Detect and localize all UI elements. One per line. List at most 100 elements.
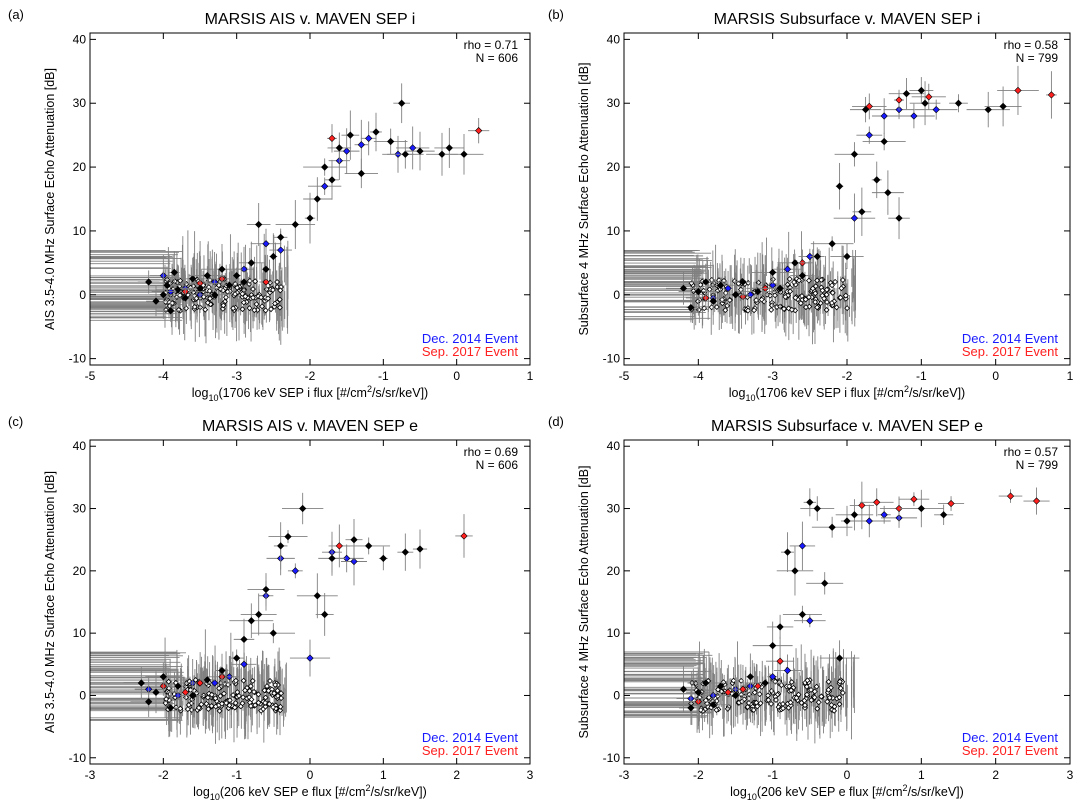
data-point <box>739 685 747 693</box>
cloud-marker <box>844 305 851 312</box>
cloud-marker <box>204 299 211 306</box>
data-point <box>746 673 754 681</box>
y-tick-label: 40 <box>607 439 621 453</box>
data-point <box>321 163 329 171</box>
cloud-marker <box>177 705 184 712</box>
data-point <box>335 542 343 550</box>
cloud-marker <box>811 688 818 695</box>
cloud-marker <box>805 294 812 301</box>
cloud-marker <box>217 693 224 700</box>
panel-title: MARSIS Subsurface v. MAVEN SEP i <box>714 11 981 28</box>
cloud-marker <box>165 678 172 685</box>
data-point <box>895 504 903 513</box>
y-tick-label: 40 <box>73 32 87 46</box>
cloud-marker <box>812 290 819 297</box>
cloud-marker <box>823 286 830 293</box>
data-point <box>932 105 940 114</box>
cloud-marker <box>216 685 222 692</box>
data-point <box>346 131 354 139</box>
cloud-marker <box>239 306 246 313</box>
x-tick-label: 1 <box>380 768 387 782</box>
legend-item: Sep. 2017 Event <box>422 344 519 359</box>
cloud-marker <box>258 294 265 301</box>
data-point <box>398 99 406 107</box>
x-tick-label: -3 <box>619 768 630 782</box>
cloud-marker <box>252 278 259 285</box>
data-point <box>754 287 762 296</box>
cloud-marker <box>828 299 835 306</box>
cloud-marker <box>751 307 758 314</box>
series-other <box>137 83 484 322</box>
data-point <box>137 679 145 687</box>
cloud-marker <box>221 690 227 697</box>
x-axis-label: log10(206 keV SEP e flux [#/cm2/s/sr/keV… <box>193 783 427 802</box>
cloud-marker <box>802 304 809 311</box>
x-tick-label: -2 <box>305 369 316 383</box>
cloud-marker <box>829 282 835 289</box>
cloud-marker <box>737 286 744 293</box>
x-axis-label-suffix: /s/sr/keV]) <box>372 386 428 400</box>
cloud-marker <box>713 707 720 714</box>
data-point <box>717 682 725 690</box>
cloud-marker <box>220 287 227 294</box>
data-point <box>196 679 204 687</box>
cloud-marker <box>798 293 805 300</box>
y-axis-label: Subsurface 4 MHz Surface Echo Attenuatio… <box>577 465 591 738</box>
cloud-marker <box>226 697 233 704</box>
data-point <box>776 657 784 665</box>
cloud-marker <box>705 694 712 701</box>
x-tick-label: 3 <box>1067 768 1074 782</box>
cloud-marker <box>804 691 810 698</box>
cloud-marker <box>713 304 720 311</box>
plot-frame <box>89 439 531 765</box>
x-axis-label-sup: 2 <box>366 783 371 793</box>
data-point <box>717 281 725 289</box>
cloud-marker <box>788 306 795 313</box>
data-point <box>1006 492 1015 500</box>
y-tick-label: 20 <box>607 564 621 578</box>
cloud-marker <box>247 683 254 690</box>
cloud-marker <box>735 280 742 287</box>
x-tick-label: 0 <box>453 369 460 383</box>
data-point <box>835 654 844 662</box>
data-point <box>291 220 299 229</box>
cloud-marker <box>171 278 178 285</box>
cloud-marker <box>809 285 816 292</box>
cloud-marker <box>220 302 227 309</box>
x-tick-label: -3 <box>85 768 96 782</box>
data-point <box>269 252 277 261</box>
cloud-marker <box>183 694 189 701</box>
data-point <box>858 208 866 216</box>
cloud-marker <box>252 702 259 709</box>
data-point <box>679 685 688 693</box>
data-point <box>1047 91 1056 99</box>
cloud-marker <box>274 692 281 699</box>
cloud-marker <box>836 678 843 685</box>
cloud-marker <box>697 281 704 288</box>
x-axis-label-middle: (206 keV SEP e flux [#/cm <box>757 785 903 799</box>
x-tick-label: -2 <box>693 768 704 782</box>
y-tick-label: 30 <box>73 502 87 516</box>
cloud-marker <box>842 292 849 299</box>
cloud-marker <box>240 299 247 306</box>
data-point <box>269 629 277 637</box>
rho-stat: rho = 0.71 <box>464 38 519 52</box>
x-axis-label-sub: 10 <box>208 393 218 403</box>
x-axis-label-prefix: log <box>730 785 747 799</box>
data-point <box>783 548 792 556</box>
data-point <box>174 682 182 690</box>
x-axis-label-middle: (1706 keV SEP i flux [#/cm <box>218 386 366 400</box>
x-tick-label: -1 <box>916 369 927 383</box>
data-point <box>284 532 292 541</box>
cloud-marker <box>824 698 831 705</box>
cloud-marker <box>697 707 704 714</box>
data-point <box>761 679 769 687</box>
data-point <box>328 134 336 142</box>
cloud-marker <box>272 681 279 688</box>
x-tick-label: 0 <box>992 369 999 383</box>
x-axis-label-suffix: /s/sr/keV]) <box>909 386 965 400</box>
data-point <box>828 240 836 248</box>
data-point <box>409 144 417 152</box>
cloud-marker <box>255 691 262 698</box>
cloud-marker <box>772 292 778 299</box>
